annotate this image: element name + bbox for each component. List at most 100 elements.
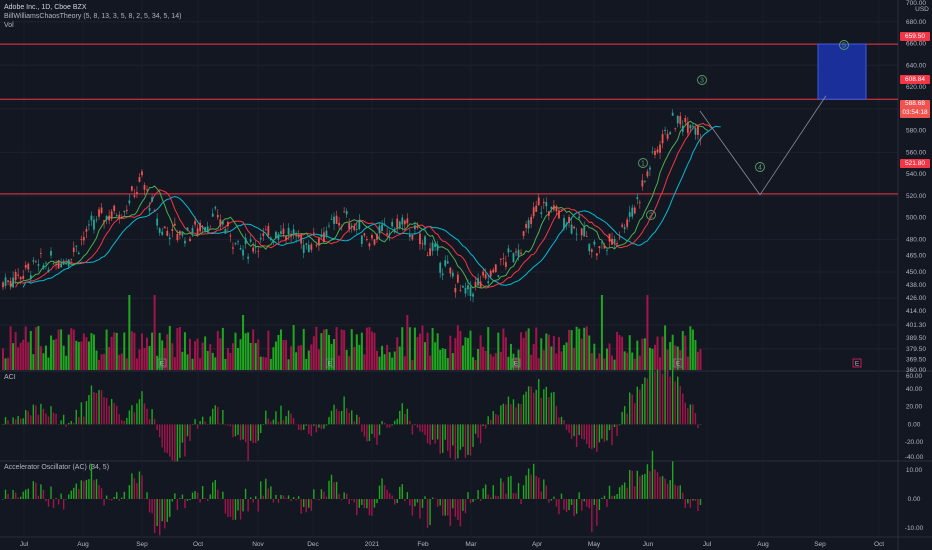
ac-bar (330, 474, 333, 499)
volume-bar (378, 356, 381, 370)
volume-bar (279, 329, 282, 370)
candle-body (315, 244, 318, 246)
candle-body (57, 261, 60, 269)
volume-bar (648, 347, 651, 370)
candle-body (408, 234, 411, 237)
aci-bar (328, 417, 330, 425)
aci-bar (578, 424, 580, 436)
symbol-legend[interactable]: Adobe Inc., 1D, Cboe BZX (4, 4, 87, 11)
ac-bar (623, 482, 626, 499)
aci-bar (85, 401, 88, 425)
ac-bar (512, 493, 515, 499)
aci-bar (616, 424, 618, 437)
volume-bar (300, 345, 303, 370)
time-axis-label: Oct (193, 541, 203, 548)
ac-bar (608, 485, 611, 499)
candle-body (504, 262, 507, 267)
volume-bar (641, 338, 644, 370)
volume-bar (327, 334, 330, 370)
ac-bar (232, 499, 234, 521)
ac-histogram (2, 450, 702, 536)
volume-bar (497, 332, 500, 370)
candle-body (29, 275, 32, 280)
volume-bar (514, 357, 517, 370)
aci-bar (368, 424, 371, 442)
aci-bar (568, 424, 570, 433)
ac-bar (343, 492, 345, 499)
candle-body (464, 287, 467, 294)
candle-body (88, 224, 90, 226)
ac-bar (406, 492, 409, 499)
ac-panel-label[interactable]: Accelerator Oscillator (AC) (34, 5) (4, 464, 110, 471)
aci-bar (196, 424, 199, 429)
ac-bar (477, 490, 479, 499)
candle-body (166, 230, 169, 236)
aci-bar (136, 403, 138, 425)
ac-bar (649, 471, 651, 499)
ac-bar (641, 474, 644, 499)
volume-bar (85, 337, 88, 370)
volume-bar (325, 329, 328, 370)
volume-bar (72, 329, 75, 370)
ac-bar (260, 481, 262, 499)
volume-bar (310, 344, 313, 370)
ac-bar (550, 499, 553, 501)
ac-bar (626, 487, 628, 499)
volume-bar (302, 328, 305, 370)
candle-body (671, 112, 674, 116)
aci-bar (310, 424, 313, 436)
ac-bar (586, 499, 588, 507)
ac-bar (14, 492, 17, 499)
ac-bar (414, 499, 416, 507)
ac-bar (105, 495, 108, 499)
candle-body (691, 125, 694, 127)
aci-bar (260, 424, 262, 434)
aci-bar (487, 416, 489, 425)
ac-bar (169, 499, 171, 517)
aci-bar (495, 414, 497, 425)
candle-body (553, 205, 555, 210)
indicator-legend[interactable]: BillWilliamsChaosTheory (5, 8, 13, 3, 5,… (4, 13, 182, 20)
ac-bar (47, 499, 50, 507)
volume-bar (661, 336, 664, 370)
volume-bar (456, 325, 459, 370)
ac-bar (22, 491, 24, 499)
candle-body (527, 220, 530, 229)
volume-bar (262, 356, 265, 370)
aci-bar (366, 424, 368, 442)
candle-body (24, 265, 27, 268)
ac-bar (9, 498, 12, 499)
candle-body (383, 223, 386, 225)
candle-body (287, 227, 290, 235)
aci-panel-label[interactable]: ACI (4, 374, 16, 381)
candle-body (469, 286, 472, 297)
candle-body (583, 227, 586, 237)
aci-bar (60, 420, 62, 425)
ac-bar (671, 461, 674, 499)
aci-bar (239, 424, 242, 441)
aci-bar (305, 424, 307, 426)
ac-bar (229, 499, 232, 518)
volume-bar (173, 357, 176, 370)
volume-legend[interactable]: Vol (4, 22, 14, 29)
volume-bar (578, 328, 581, 370)
volume-bar (563, 345, 566, 370)
candle-body (98, 209, 100, 217)
aci-bar (340, 410, 343, 425)
aci-bar (406, 408, 409, 425)
candle-body (34, 261, 37, 263)
ac-bar (674, 484, 676, 499)
ac-bar (578, 492, 580, 499)
candle-body (297, 235, 300, 238)
candle-body (360, 235, 363, 244)
ac-bar (532, 463, 535, 499)
ac-bar (591, 499, 593, 533)
candle-body (143, 184, 146, 190)
volume-bar (211, 352, 214, 370)
candle-body (300, 234, 303, 244)
aci-bar (636, 386, 638, 425)
volume-bar (613, 359, 616, 370)
aci-bar (654, 371, 656, 425)
